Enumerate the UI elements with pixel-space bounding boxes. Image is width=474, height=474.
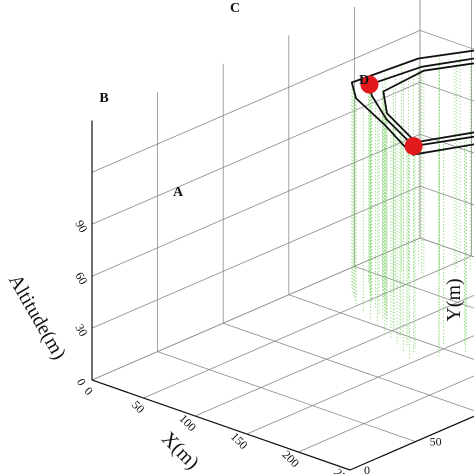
floor-grid-y-200 bbox=[354, 266, 474, 309]
z-tick-30: 30 bbox=[72, 321, 90, 338]
waypoints bbox=[360, 75, 423, 156]
back-wall-grid-z-0 bbox=[419, 237, 474, 258]
trajectory-line-0 bbox=[368, 57, 474, 147]
floor-grid-x-250 bbox=[349, 415, 474, 471]
trajectory-lines bbox=[350, 49, 474, 156]
left-wall-grid-z-30 bbox=[91, 185, 421, 329]
left-wall-grid-z-120 bbox=[91, 30, 421, 173]
x-tick-100: 100 bbox=[176, 411, 199, 434]
z-tick-60: 60 bbox=[72, 270, 90, 287]
floor-grid-y-50 bbox=[157, 351, 416, 442]
floor-grid-y-150 bbox=[288, 294, 474, 360]
back-wall-grid-z-120 bbox=[419, 30, 474, 50]
floor-grid-x-200 bbox=[298, 375, 474, 453]
x-tick-200: 200 bbox=[280, 447, 303, 470]
chart-walls bbox=[91, 0, 474, 471]
x-tick-50: 50 bbox=[129, 398, 147, 416]
waypoint-label-c: C bbox=[230, 1, 240, 16]
back-wall-grid-z-60 bbox=[419, 133, 474, 154]
x-axis-title: X(m) bbox=[157, 428, 203, 474]
z-tick-0: 0 bbox=[74, 376, 89, 388]
x-tick-150: 150 bbox=[228, 429, 251, 452]
altitude-drop-lines bbox=[351, 52, 471, 360]
left-wall-grid-z-60 bbox=[91, 133, 421, 277]
waypoint-b bbox=[360, 75, 379, 94]
waypoint-label-b: B bbox=[99, 91, 108, 106]
back-wall-grid-z-30 bbox=[419, 185, 474, 206]
back-wall-grid-z-90 bbox=[419, 81, 474, 102]
y-tick-0: 0 bbox=[364, 463, 370, 474]
y-tick-50: 50 bbox=[430, 435, 442, 449]
left-wall-grid-z-0 bbox=[91, 237, 421, 381]
x-axis-line bbox=[91, 379, 351, 471]
y-axis-line bbox=[349, 415, 474, 471]
floor-grid-y-100 bbox=[223, 322, 474, 412]
z-axis-title: Altitude(m) bbox=[4, 271, 70, 364]
trajectory-line-1 bbox=[350, 49, 474, 156]
waypoint-label-d: D bbox=[359, 73, 369, 88]
waypoint-a bbox=[404, 137, 423, 156]
x-tick-250: 250 bbox=[331, 465, 354, 474]
y-axis-title: Y(m) bbox=[443, 278, 465, 321]
floor-grid-x-150 bbox=[246, 335, 474, 435]
x-tick-0: 0 bbox=[82, 384, 96, 398]
trajectory-line-2 bbox=[382, 62, 474, 143]
floor-grid-x-50 bbox=[143, 255, 472, 399]
z-tick-90: 90 bbox=[72, 218, 90, 235]
waypoint-label-a: A bbox=[173, 185, 184, 200]
floor-grid-x-100 bbox=[195, 294, 474, 417]
